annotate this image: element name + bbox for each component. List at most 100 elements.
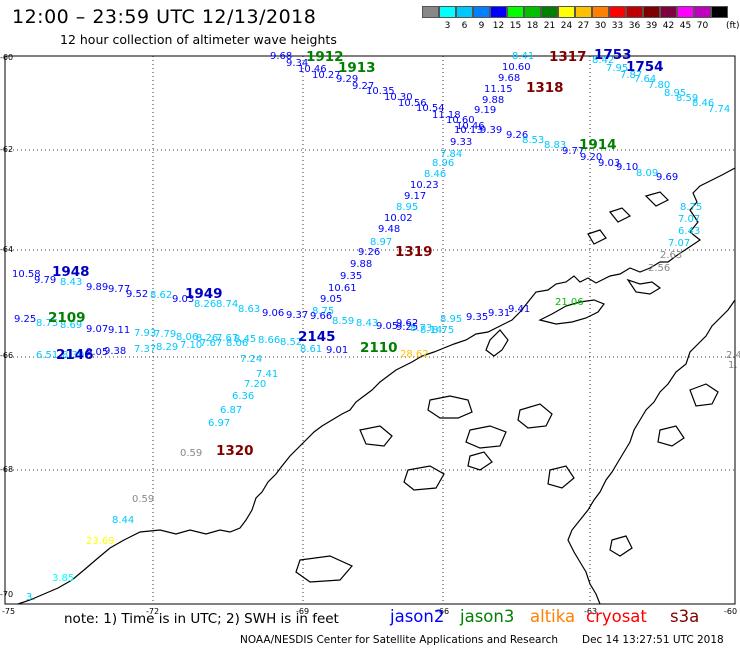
wave-height-label: 8.43: [356, 318, 378, 329]
wave-height-label: 9.68: [498, 73, 520, 84]
wave-height-label: 9.27: [352, 81, 374, 92]
wave-height-label: 9.05: [86, 347, 108, 358]
wave-height-label: 7.84: [440, 149, 462, 160]
pass-time-label: 1318: [526, 80, 564, 96]
wave-height-label: 8.44: [112, 515, 134, 526]
color-swatch: [490, 6, 507, 18]
wave-height-label: 9.29: [336, 74, 358, 85]
wave-height-label: 10.61: [328, 283, 357, 294]
timestamp: Dec 14 13:27:51 UTC 2018: [582, 634, 724, 646]
color-swatch: [439, 6, 456, 18]
wave-height-label: 8.66: [258, 335, 280, 346]
wave-height-label: 9.20: [580, 152, 602, 163]
wave-height-label: 9.62: [396, 318, 418, 329]
wave-height-label: 7.07: [668, 238, 690, 249]
wave-height-label: 10.23: [410, 180, 439, 191]
wave-height-label: 7.67: [216, 333, 238, 344]
latitude-label: -64: [0, 245, 13, 254]
color-scale-label: 3: [444, 21, 451, 31]
wave-height-label: 9.26: [506, 130, 528, 141]
wave-height-label: 8.59: [676, 93, 698, 104]
wave-height-label: 9.41: [508, 304, 530, 315]
color-swatch: [711, 6, 728, 18]
pass-time-label: 1317: [549, 49, 587, 65]
wave-height-label: 7.67: [200, 338, 222, 349]
coastline: [17, 167, 736, 605]
color-scale-label: 27: [577, 21, 590, 31]
wave-height-label: 8.69: [60, 320, 82, 331]
wave-height-label: 9.06: [262, 308, 284, 319]
wave-height-label: 10.60: [502, 62, 531, 73]
wave-height-label: 11.18: [432, 110, 461, 121]
color-scale-label: 24: [560, 21, 573, 31]
pass-time-label: 1914: [579, 137, 617, 153]
wave-height-label: 8.06: [176, 332, 198, 343]
latitude-label: -70: [0, 590, 13, 599]
wave-height-label: 7.74: [708, 104, 730, 115]
longitude-label: -75: [2, 607, 15, 616]
wave-height-label: 8.95: [396, 202, 418, 213]
wave-height-label: 10.56: [398, 98, 427, 109]
wave-height-label: 8.42: [592, 55, 614, 66]
wave-height-label: 8.09: [636, 168, 658, 179]
wave-height-label: 0.59: [180, 448, 202, 459]
wave-height-label: 8.75: [312, 306, 334, 317]
wave-height-label: 9.33: [450, 137, 472, 148]
pass-time-label: 1754: [626, 59, 664, 75]
wave-height-label: 9.38: [104, 346, 126, 357]
color-swatch: [575, 6, 592, 18]
color-swatch: [643, 6, 660, 18]
wave-height-label: 8.95: [440, 314, 462, 325]
pass-time-label: 1913: [338, 60, 376, 76]
wave-height-label: 8.96: [432, 158, 454, 169]
wave-height-label: 7.79: [154, 329, 176, 340]
wave-height-label: 7.93: [134, 328, 156, 339]
pass-time-label: 2109: [48, 310, 86, 326]
latitude-labels: -60 -62 -64 -66 -68 -70: [0, 53, 13, 599]
legend-cryosat: cryosat: [586, 607, 647, 626]
wave-height-label: 7.37: [134, 344, 156, 355]
wave-height-label: 8.46: [692, 98, 714, 109]
wave-height-label: 8.61: [300, 344, 322, 355]
wave-height-label: 7.41: [256, 369, 278, 380]
wave-height-label: 28.62: [400, 349, 429, 360]
wave-height-label: 9.03: [172, 294, 194, 305]
wave-height-label: 10.46: [298, 64, 327, 75]
wave-height-label: 3.: [26, 592, 36, 603]
color-scale-label: 15: [509, 21, 522, 31]
pass-time-label: 2146: [56, 347, 94, 363]
wave-height-label: 9.35: [340, 271, 362, 282]
wave-height-label: 8.63: [238, 304, 260, 315]
pass-time-label: 1949: [185, 286, 223, 302]
wave-height-labels: 9.689.3410.4610.279.299.2710.3510.3010.5…: [12, 51, 740, 603]
wave-height-label: 8.43: [60, 277, 82, 288]
wave-height-label: 9.11: [108, 325, 130, 336]
color-swatch: [694, 6, 711, 18]
wave-height-label: 7.87: [620, 70, 642, 81]
wave-height-label: 9.69: [656, 172, 678, 183]
wave-height-label: 9.03: [598, 158, 620, 169]
wave-height-label: 6.43: [678, 226, 700, 237]
wave-height-label: 8.14: [420, 325, 442, 336]
wave-height-label: 2.4: [726, 350, 740, 361]
wave-height-label: 9.01: [326, 345, 348, 356]
wave-height-label: 9.10: [616, 162, 638, 173]
color-scale-label: 70: [696, 21, 709, 31]
color-swatch: [626, 6, 643, 18]
color-swatch: [558, 6, 575, 18]
wave-height-label: 10.58: [12, 269, 41, 280]
wave-height-label: 8.45: [234, 334, 256, 345]
wave-height-label: 8.26: [196, 333, 218, 344]
wave-height-label: 6.51: [36, 350, 58, 361]
wave-height-label: 8.95: [664, 88, 686, 99]
wave-height-label: 8.74: [216, 299, 238, 310]
legend-altika: altika: [530, 607, 576, 626]
wave-height-label: 11.15: [484, 84, 513, 95]
pass-time-label: 1948: [52, 264, 90, 280]
wave-height-label: 7.07: [678, 214, 700, 225]
wave-height-label: 3.85: [52, 573, 74, 584]
wave-height-label: 7.80: [648, 80, 670, 91]
color-scale-label: 45: [679, 21, 692, 31]
